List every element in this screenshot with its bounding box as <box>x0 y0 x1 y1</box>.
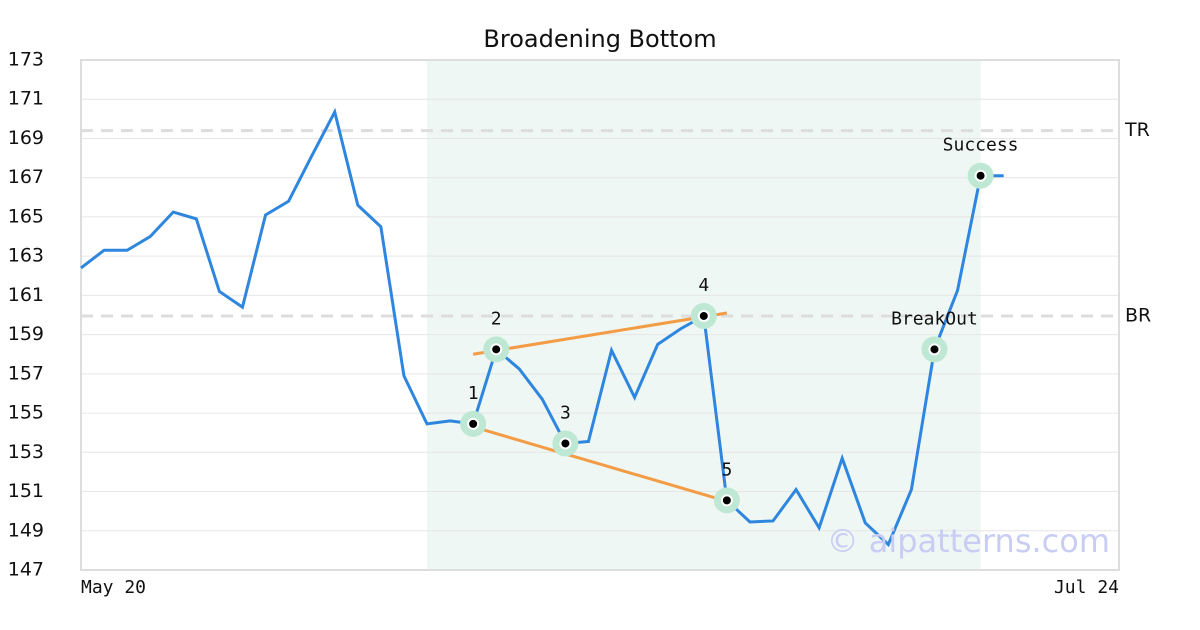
marker-label: Success <box>943 135 1019 156</box>
watermark: © aipatterns.com <box>827 522 1110 560</box>
marker-label: 2 <box>491 308 502 329</box>
marker-label: 3 <box>560 402 571 423</box>
level-label: BR <box>1125 304 1151 326</box>
y-tick-label: 163 <box>8 245 44 267</box>
marker-label: 1 <box>468 383 479 404</box>
y-tick-label: 147 <box>8 559 44 581</box>
price-line <box>80 107 1004 548</box>
marker-dot <box>697 309 710 322</box>
y-tick-label: 153 <box>8 441 44 463</box>
marker-dot <box>490 343 503 356</box>
marker-dot <box>467 417 480 430</box>
marker-dot <box>720 494 733 507</box>
marker-dot <box>974 169 987 182</box>
y-tick-label: 161 <box>8 284 44 306</box>
trend-line <box>472 425 728 503</box>
y-tick-label: 151 <box>8 480 44 502</box>
marker-label: BreakOut <box>891 308 978 329</box>
y-tick-label: 165 <box>8 205 44 227</box>
chart-title: Broadening Bottom <box>483 25 716 53</box>
trend-line <box>472 311 728 356</box>
y-tick-label: 169 <box>8 127 44 149</box>
level-label: TR <box>1124 119 1150 141</box>
y-tick-label: 173 <box>8 49 44 71</box>
y-tick-label: 157 <box>8 362 44 384</box>
x-tick-label: May 20 <box>81 577 146 598</box>
marker-dot <box>928 343 941 356</box>
x-tick-label: Jul 24 <box>1054 577 1119 598</box>
y-tick-label: 149 <box>8 519 44 541</box>
y-tick-label: 167 <box>8 166 44 188</box>
marker-label: 5 <box>721 459 732 480</box>
marker-label: 4 <box>698 275 709 296</box>
y-tick-label: 159 <box>8 323 44 345</box>
y-tick-label: 171 <box>8 88 44 110</box>
y-tick-label: 155 <box>8 402 44 424</box>
marker-dot <box>559 437 572 450</box>
